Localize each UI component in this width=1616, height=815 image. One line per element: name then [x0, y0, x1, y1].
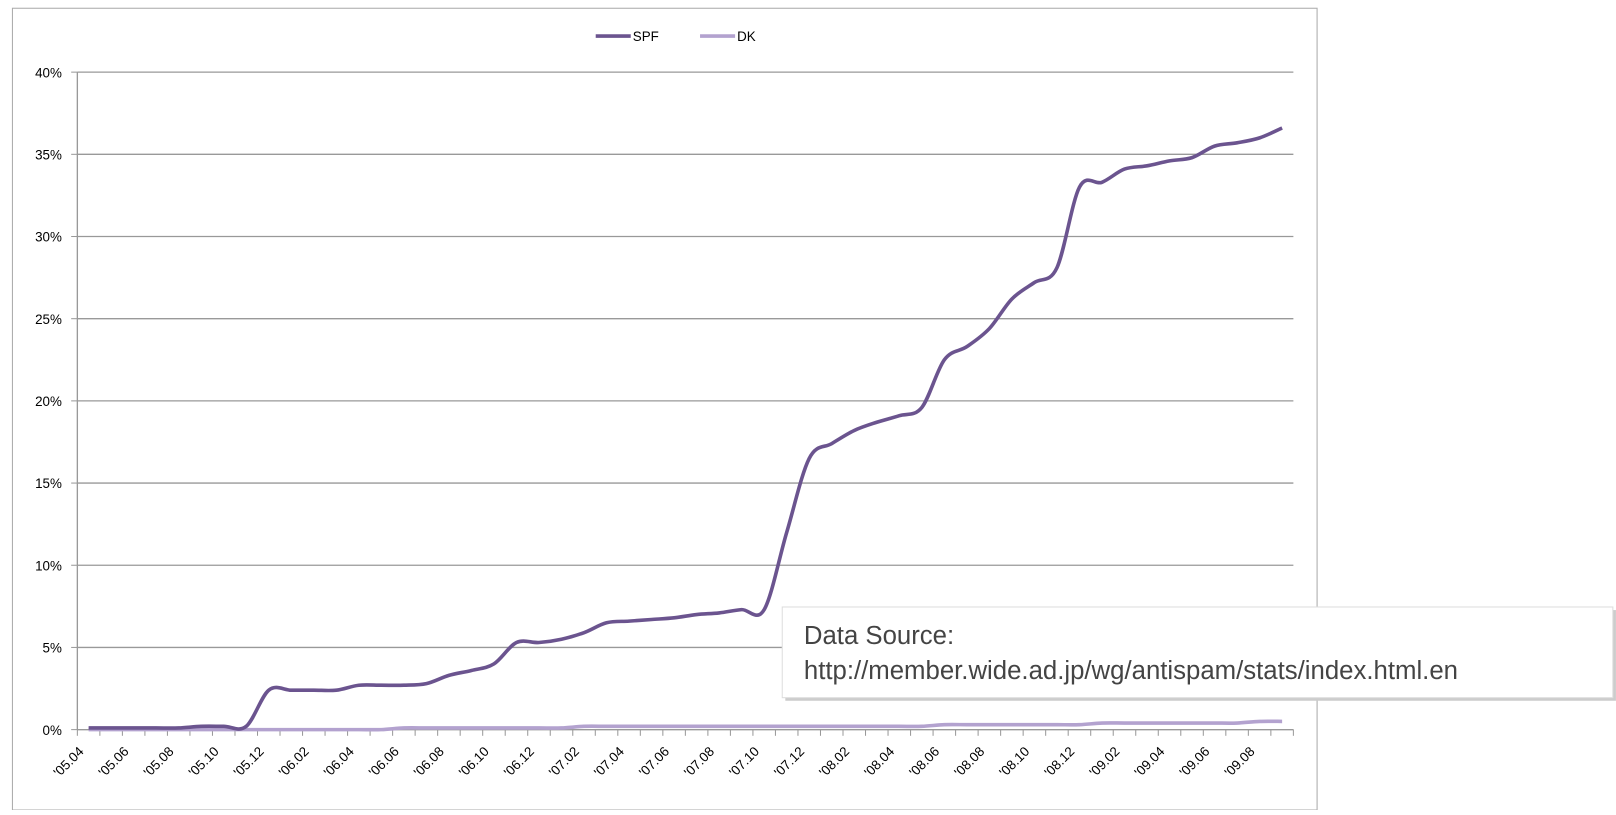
y-tick-label: 10%	[35, 558, 62, 573]
annotation-text: http://member.wide.ad.jp/wg/antispam/sta…	[804, 657, 1458, 685]
y-tick-label: 25%	[35, 312, 62, 327]
series-line	[88, 126, 1283, 731]
y-tick-label: 30%	[35, 230, 62, 245]
annotation-box	[781, 606, 1614, 699]
y-tick-label: 40%	[35, 65, 62, 80]
y-tick-label: 20%	[35, 394, 62, 409]
series-line	[88, 719, 1283, 732]
y-tick-label: 15%	[35, 476, 62, 491]
annotation-text: Data Source:	[804, 622, 954, 650]
y-tick-label: 5%	[43, 641, 62, 656]
y-tick-label: 0%	[43, 723, 62, 738]
legend-label: DK	[737, 29, 756, 44]
y-tick-label: 35%	[35, 147, 62, 162]
annotation: Data Source: http://member.wide.ad.jp/wg/…	[781, 606, 1616, 701]
legend-label: SPF	[633, 29, 659, 44]
